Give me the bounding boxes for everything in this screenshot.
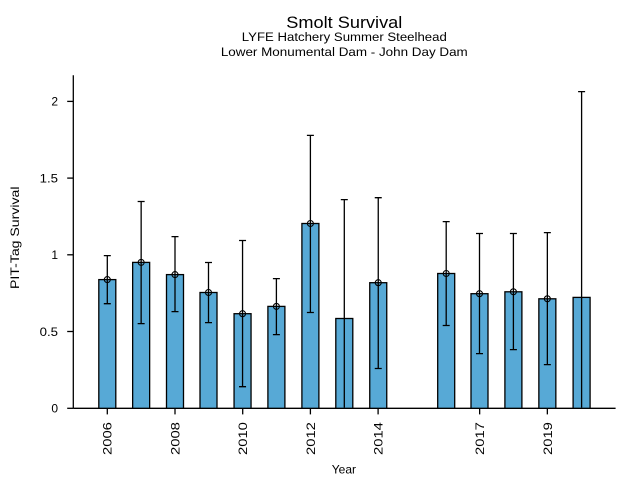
svg-text:2017: 2017 [473,422,487,455]
svg-text:Smolt Survival: Smolt Survival [286,13,402,32]
svg-text:1: 1 [51,248,58,262]
svg-text:Year: Year [332,463,356,477]
svg-text:2012: 2012 [304,422,318,455]
svg-text:2019: 2019 [541,422,555,455]
svg-text:PIT-Tag Survival: PIT-Tag Survival [8,187,22,290]
svg-text:0: 0 [51,402,58,416]
svg-text:Lower Monumental Dam - John Da: Lower Monumental Dam - John Day Dam [221,45,468,59]
svg-text:2010: 2010 [236,422,250,455]
svg-text:1.5: 1.5 [40,171,59,185]
svg-text:2008: 2008 [168,422,182,455]
svg-text:2014: 2014 [372,422,386,455]
svg-text:2: 2 [51,95,58,109]
svg-text:LYFE Hatchery Summer Steelhead: LYFE Hatchery Summer Steelhead [242,30,447,44]
svg-text:0.5: 0.5 [40,325,59,339]
svg-text:2006: 2006 [101,422,115,455]
